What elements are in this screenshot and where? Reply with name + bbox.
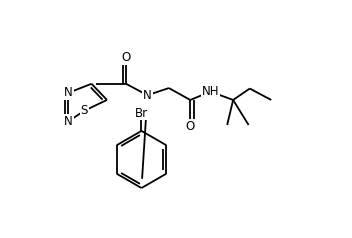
Text: NH: NH (202, 85, 219, 98)
Text: N: N (143, 89, 152, 102)
Text: O: O (121, 51, 131, 64)
Text: O: O (186, 120, 195, 133)
Text: N: N (64, 86, 73, 99)
Text: N: N (64, 115, 73, 128)
Text: Br: Br (135, 107, 148, 119)
Text: S: S (81, 104, 88, 117)
